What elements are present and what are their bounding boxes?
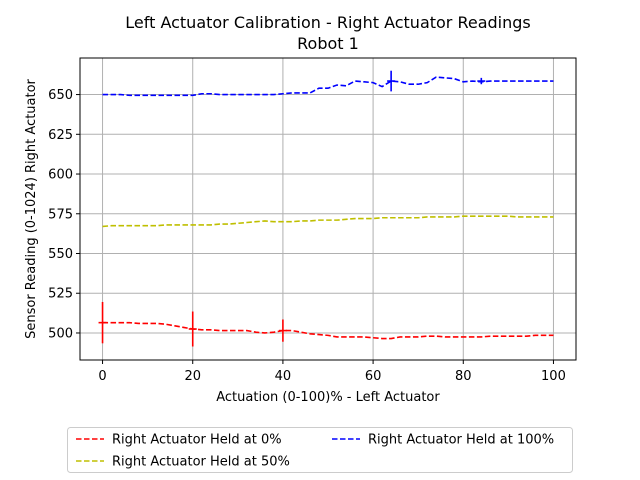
x-tick-label: 100 [541, 369, 566, 384]
y-tick-label: 525 [48, 287, 73, 302]
error-bars [98, 70, 486, 347]
chart-title: Left Actuator Calibration - Right Actuat… [125, 13, 531, 32]
x-tick-label: 80 [455, 369, 472, 384]
y-tick-label: 500 [48, 326, 73, 341]
legend-label: Right Actuator Held at 0% [112, 433, 282, 448]
series-line-1 [102, 215, 554, 228]
y-tick-label: 550 [48, 247, 73, 262]
y-tick-label: 625 [48, 128, 73, 143]
y-tick-label: 600 [48, 168, 73, 183]
x-axis-label: Actuation (0-100)% - Left Actuator [216, 390, 440, 405]
y-axis: 500 525 550 575 600 625 650 [48, 88, 80, 341]
legend-label: Right Actuator Held at 100% [368, 433, 554, 448]
x-tick-label: 60 [365, 369, 382, 384]
y-axis-label: Sensor Reading (0-1024) Right Actuator [24, 78, 39, 338]
x-axis: 0 20 40 60 80 100 [98, 360, 566, 384]
legend-frame [67, 427, 573, 473]
x-tick-label: 40 [275, 369, 292, 384]
series-line-0 [102, 321, 554, 340]
plot-area-frame [79, 57, 577, 361]
y-tick-label: 650 [48, 88, 73, 103]
x-tick-label: 20 [184, 369, 201, 384]
x-tick-label: 0 [98, 369, 106, 384]
legend-label: Right Actuator Held at 50% [112, 455, 290, 470]
legend: Right Actuator Held at 0% Right Actuator … [67, 427, 573, 473]
grid [80, 58, 576, 360]
chart-subtitle: Robot 1 [297, 34, 359, 53]
y-tick-label: 575 [48, 207, 73, 222]
